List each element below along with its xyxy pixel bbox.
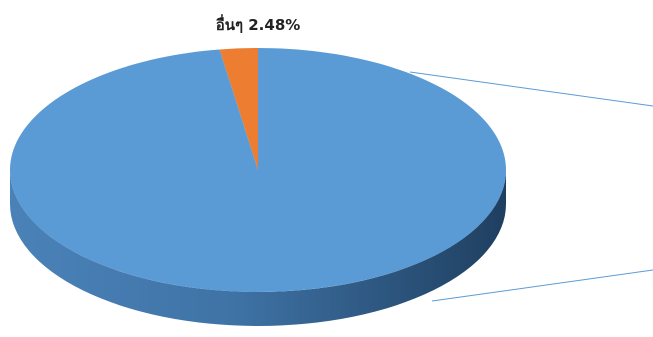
pie-slice <box>219 48 258 170</box>
connector-line <box>431 269 653 302</box>
pie-side <box>10 170 506 326</box>
connector-line <box>409 71 653 107</box>
slice-label: อื่นๆ 2.48% <box>216 14 301 34</box>
value-label: 2.48% <box>248 16 300 34</box>
category-label: อื่นๆ <box>216 14 243 34</box>
pie-slice <box>9 48 506 293</box>
pie <box>9 48 506 326</box>
